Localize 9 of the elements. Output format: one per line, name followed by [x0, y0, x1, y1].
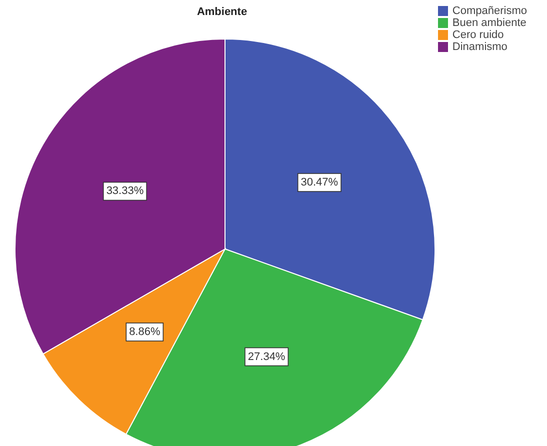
chart-title: Ambiente — [196, 6, 248, 18]
data-label: 33.33% — [106, 185, 144, 198]
data-label: 8.86% — [129, 326, 160, 338]
legend-label: Dinamismo — [452, 41, 508, 53]
legend-label: Compañerismo — [452, 5, 527, 17]
data-label: 27.34% — [248, 350, 286, 363]
legend-label: Cero ruido — [452, 29, 504, 41]
data-label: 30.47% — [300, 176, 338, 188]
legend-label: Buen ambiente — [452, 17, 526, 29]
